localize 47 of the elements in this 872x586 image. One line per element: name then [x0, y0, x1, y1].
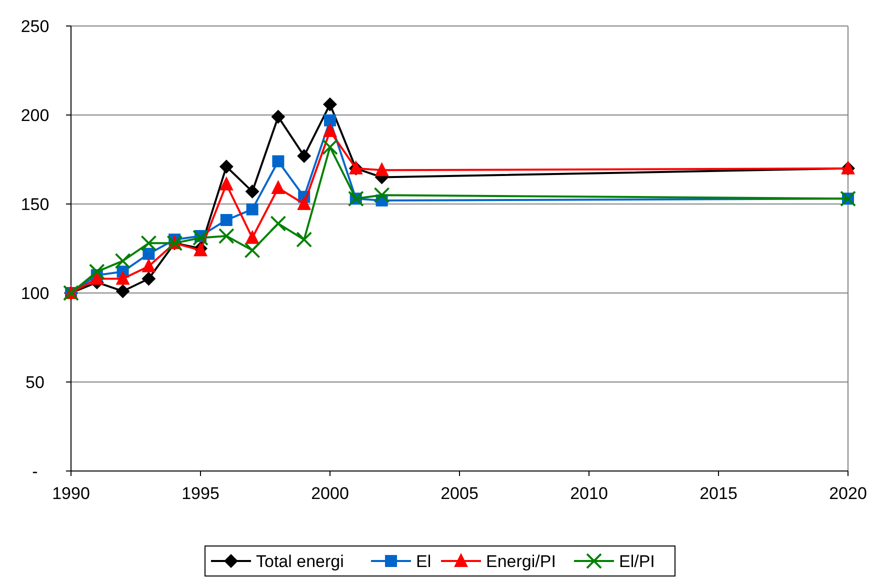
- point: [272, 155, 284, 168]
- point: [322, 139, 338, 156]
- legend-label: El/PI: [619, 552, 655, 571]
- point: [324, 114, 336, 126]
- point: [271, 110, 286, 124]
- point: [244, 242, 260, 258]
- point: [374, 187, 390, 204]
- y-tick-label: 200: [20, 106, 50, 125]
- point: [140, 235, 157, 252]
- point: [142, 248, 155, 260]
- point: [114, 252, 131, 269]
- x-tick-label: 1995: [182, 484, 220, 503]
- point: [116, 284, 130, 298]
- point: [219, 176, 234, 190]
- point: [374, 162, 389, 176]
- point: [192, 230, 208, 246]
- point: [142, 272, 156, 286]
- y-tick-label: -: [32, 462, 38, 481]
- legend-label: Energi/PI: [486, 552, 556, 571]
- point: [142, 258, 156, 272]
- point: [245, 230, 260, 244]
- point: [297, 196, 312, 210]
- point: [88, 264, 105, 280]
- y-tick-label: 150: [20, 195, 50, 214]
- point: [220, 214, 232, 226]
- point: [246, 203, 258, 216]
- point: [296, 232, 312, 248]
- y-tick-label: 100: [20, 284, 50, 303]
- legend-label: El: [416, 552, 432, 571]
- y-tick-label: 50: [26, 373, 44, 392]
- point: [297, 148, 312, 163]
- x-tick-label: 1990: [52, 484, 90, 503]
- point: [323, 123, 337, 138]
- point: [245, 184, 260, 199]
- point: [218, 228, 234, 244]
- x-tick-label: 2010: [570, 484, 608, 503]
- y-tick-label: 250: [20, 17, 50, 36]
- point: [219, 160, 234, 174]
- x-tick-label: 2000: [311, 484, 349, 503]
- point: [271, 180, 286, 194]
- x-tick-label: 2015: [700, 484, 738, 503]
- point: [323, 97, 337, 112]
- point: [270, 216, 286, 232]
- x-tick-label: 2020: [829, 484, 867, 503]
- x-tick-label: 2005: [440, 484, 478, 503]
- point: [116, 270, 130, 285]
- legend-label: Total energi: [256, 552, 344, 571]
